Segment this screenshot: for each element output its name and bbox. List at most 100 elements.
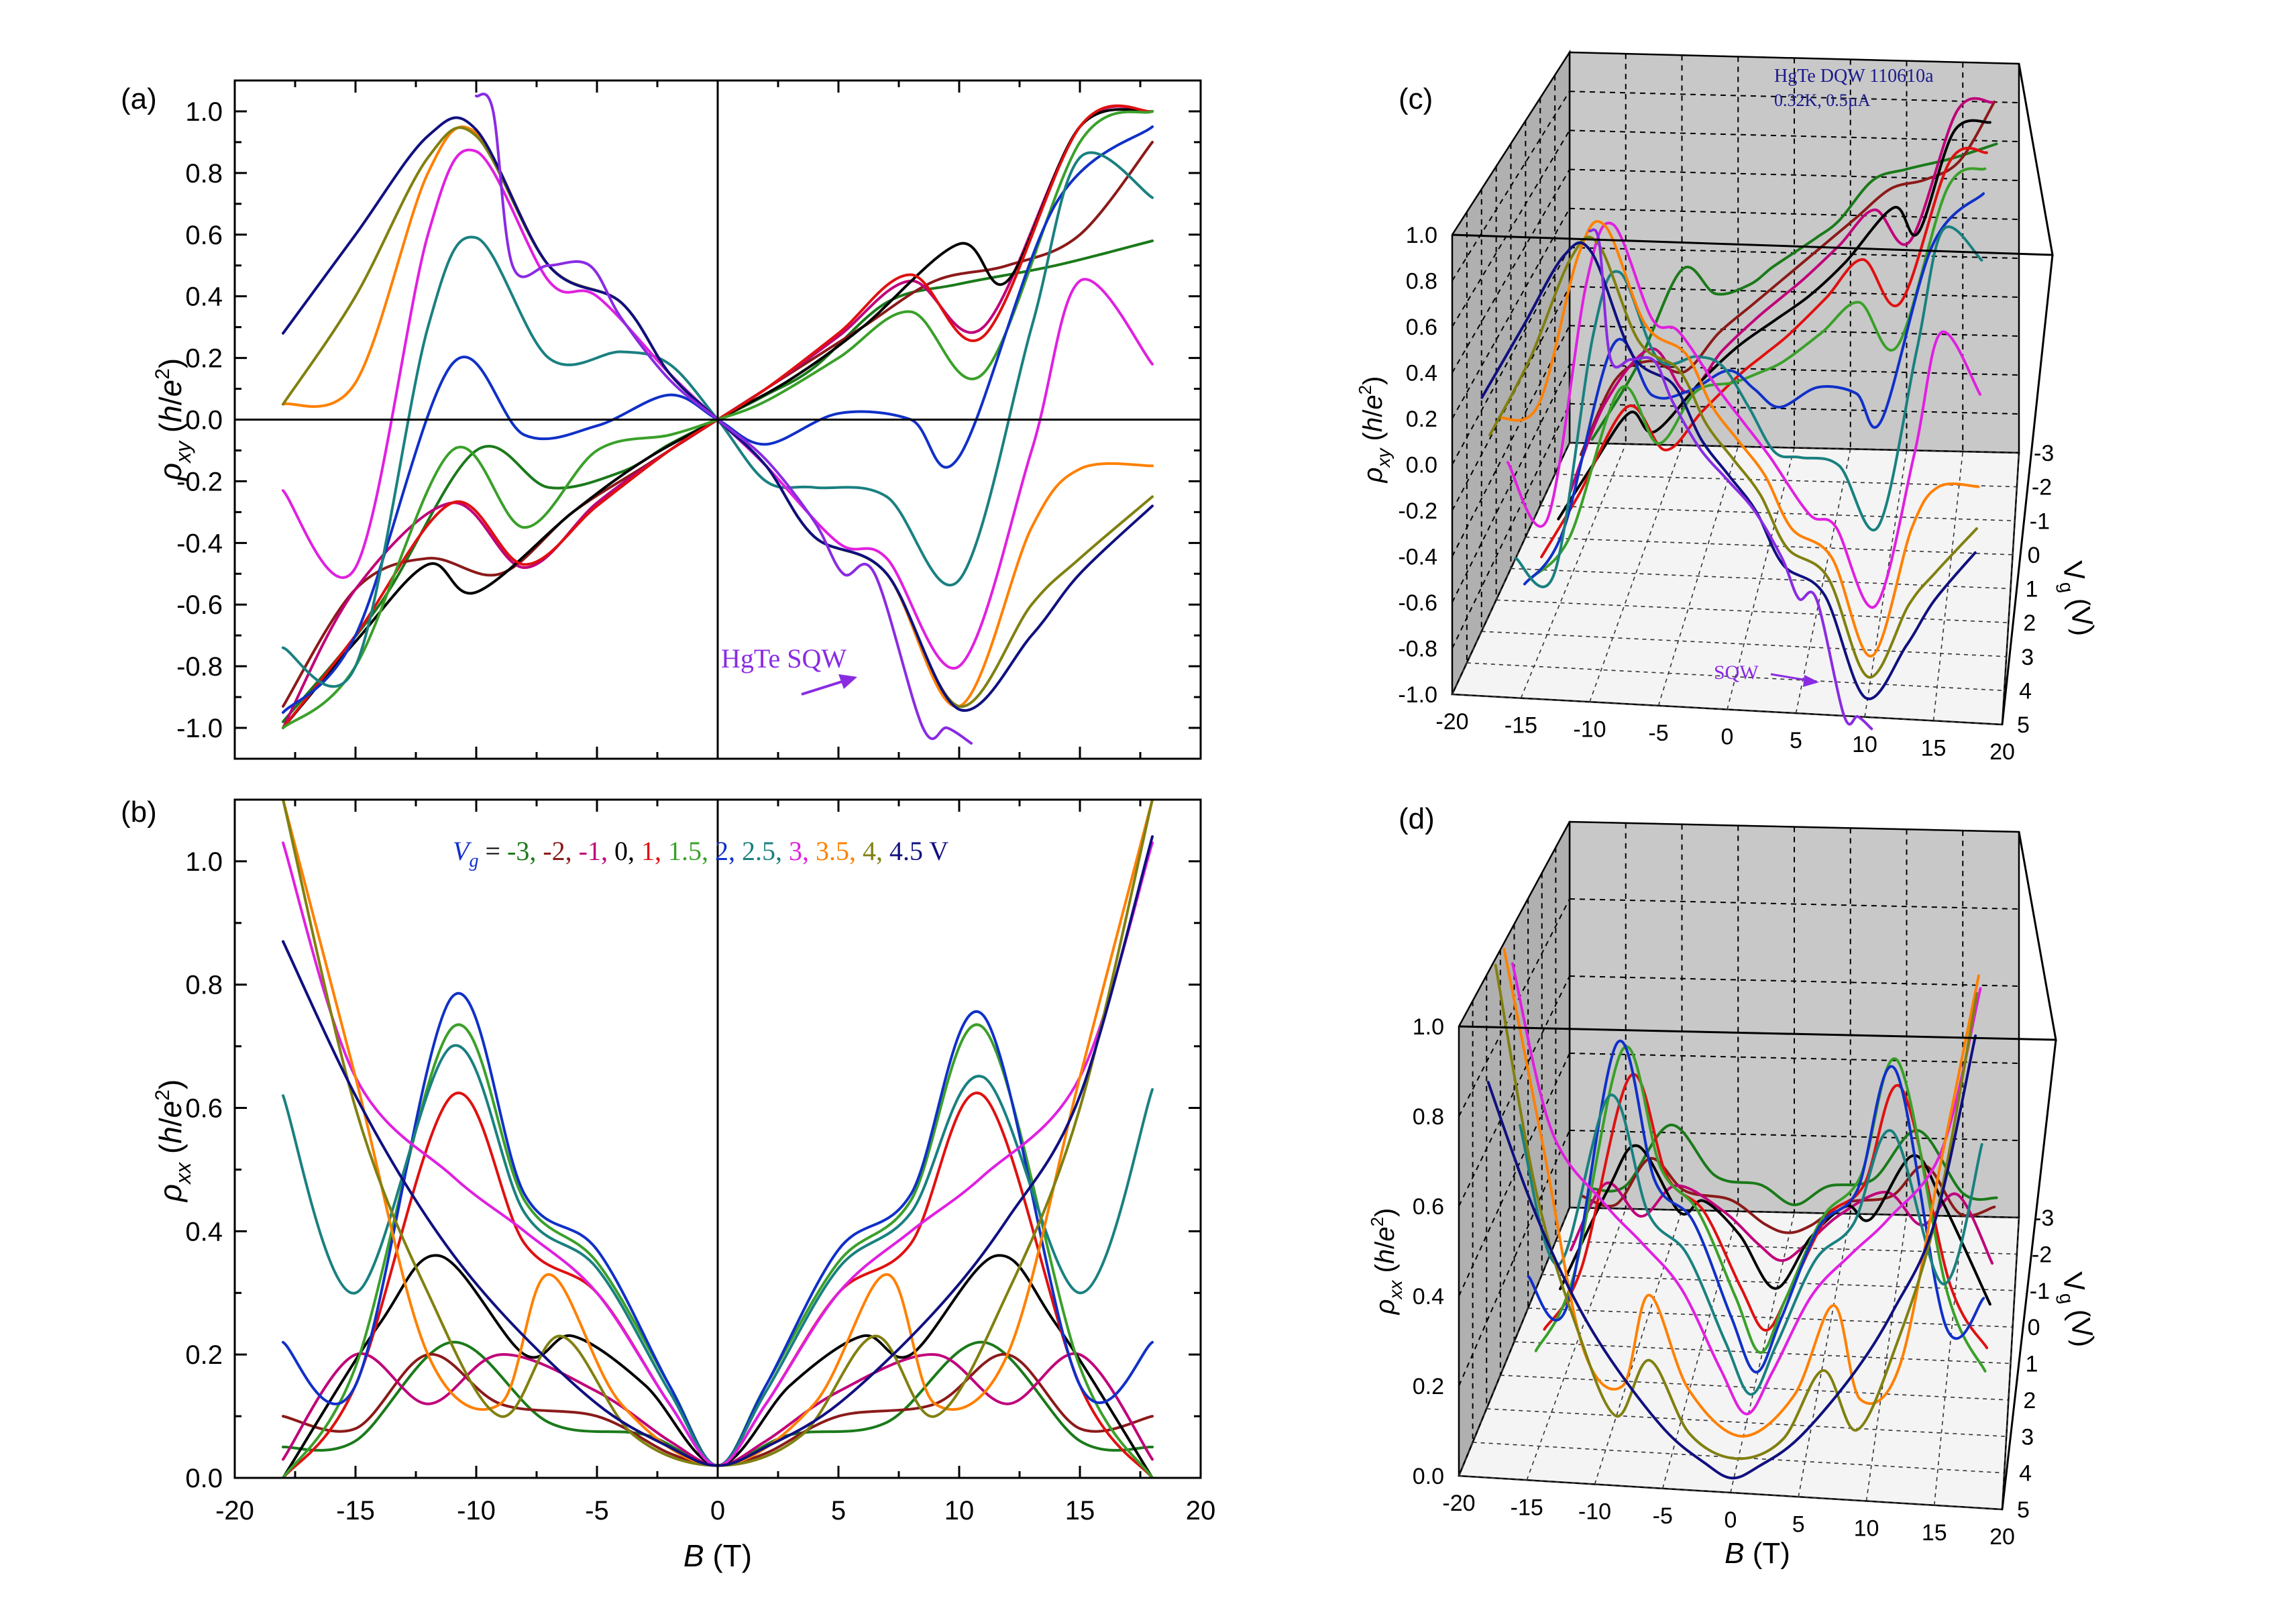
panel-c-sample-line2: 0.32K, 0.5µA [1774,91,1871,110]
floor-gridline [1514,1341,2011,1365]
panel-d-series [1486,948,1998,1480]
back-wall-gridline [1569,91,2020,103]
x-tick-label: -15 [1511,1495,1543,1520]
series3d-line-2.5 [1519,1093,1983,1396]
series3d-line-hgte-sqw [1588,228,1873,731]
series3d-line-2 [1523,192,1985,586]
series3d-line-1.5 [1531,167,1987,579]
y-tick-label: 1.0 [1413,1014,1444,1040]
panel-c-ylabel: ρxy (h/e2) [1355,376,1394,484]
series3d-line-4.5 [1486,1034,1977,1480]
x-tick-label: -15 [336,1496,375,1526]
y-tick-label: -0.8 [176,652,223,682]
panel-d-grid [1458,821,2020,1510]
y-tick-label: 0.0 [1406,453,1437,478]
series3d-line-3.5 [1502,948,1980,1438]
series3d-line-2.5 [1514,225,1983,588]
series-line-4.5 [282,835,1154,1467]
panel-c-series [1480,97,1998,731]
left-wall-gridline [1452,364,1570,603]
floor-gridline [1589,445,1683,702]
z-tick-label: -2 [2032,1242,2052,1267]
left-wall-gridline [1452,286,1570,511]
floor-gridline [1486,1408,2007,1438]
y-tick-label: 0.2 [1413,1374,1444,1399]
series3d-line-3 [1511,962,1982,1415]
x-tick-label: 20 [1186,1496,1216,1526]
series3d-line-1 [1543,1073,1989,1350]
z-tick-label: -3 [2034,1206,2054,1231]
x-tick-label: 5 [1790,728,1802,753]
floor-gridline [1540,504,2015,522]
y-tick-label: 0.2 [185,344,223,374]
y-tick-label: -0.6 [176,590,223,620]
panel-d-label: (d) [1399,802,1435,835]
panel-a-axes: -1.0 -0.8 -0.6 -0.4 -0.2 0.0 0.2 0.4 0.6 0.8 1.0 [176,79,1202,759]
x-tick-label: -20 [215,1496,254,1526]
z-tick-label: -3 [2034,441,2054,466]
y-tick-label: 0.6 [185,1094,223,1124]
x-tick-label: 0 [1721,725,1734,750]
y-tick-label: 0.6 [1406,315,1437,340]
panel-a: (a) -1.0 -0.8 -0.6 -0.4 -0.2 0.0 0.2 0.4 0.6 0.8 1… [121,79,1202,760]
y-tick-label: -1.0 [176,714,223,743]
z-tick-label: 2 [2023,610,2036,636]
series3d-line--2 [1579,100,1996,456]
series3d-line-2 [1527,1039,1985,1374]
series3d-line-1 [1540,146,1988,559]
annotation-sqw-text: SQW [1714,661,1759,684]
x-tick-label: -10 [1573,716,1606,742]
y-tick-label: -0.4 [176,529,223,558]
y-tick-label: -1.0 [1398,682,1437,708]
floor-gridline [1520,443,1627,698]
left-wall-gridline [1458,821,1570,1027]
annotation-sqw-arrowhead [1803,675,1819,687]
panel-d-axes: 0.00.20.40.60.81.0-20 -15 -10 -5 0 5 10 15 20543… [1413,1014,2055,1550]
y-tick-label: -0.2 [1398,498,1437,524]
panel-d-zlabel: Vg (V) [2052,1270,2100,1350]
panel-a-ylabel: ρxy (h/e2) [152,358,195,482]
y-tick-label: 0.4 [1406,361,1437,386]
y-tick-label: -0.4 [1398,545,1437,570]
panel-b-axes: -20 -15 -10 -5 0 5 10 15 20 0.0 0.2 0.4 0.6 0.8 1.0 [185,798,1216,1526]
series3d-line-4.5 [1480,241,1977,700]
y-tick-label: 0.4 [185,282,223,312]
y-tick-label: 0.8 [1406,269,1437,295]
floor-gridline [1569,1207,2020,1218]
floor-gridline [2002,1217,2020,1510]
x-tick-label: 10 [944,1496,975,1526]
panel-d-ylabel: ρxx (h/e2) [1367,1208,1406,1316]
series3d-line-3 [1506,221,1982,609]
x-tick-label: 5 [1792,1511,1805,1537]
annotation-hgte-sqw: HgTe SQW [721,643,857,696]
left-wall-gridline [1452,169,1570,374]
z-tick-label: 3 [2021,645,2034,670]
panel-d: (d) 0.00.20.40.60.81.0-20 -15 -10 -5 0 5 10 15 2… [1367,802,2101,1570]
back-wall-gridline [1569,975,2020,987]
y-tick-label: 0.8 [185,971,223,1000]
left-wall-gridline [1458,1130,1570,1387]
back-wall-gridline [1569,403,2020,415]
x-tick-label: 15 [1922,1520,1947,1546]
floor-gridline [1657,446,1739,706]
legend: Vg = -3, -2, -1, 0, 1, 1.5, 2, 2.5, 3, 3… [453,836,948,871]
x-tick-label: -15 [1505,713,1537,739]
z-tick-label: 4 [2019,1461,2032,1487]
series3d-line-0 [1557,119,1991,521]
z-tick-label: 2 [2023,1388,2036,1413]
z-tick-label: -1 [2030,509,2050,534]
panel-c-box-right [2001,254,2054,725]
back-wall-gridline [1569,52,2020,64]
floor-gridline [1466,662,2005,692]
y-tick-label: -0.8 [1398,637,1437,662]
annotation-hgte-sqw-text: HgTe SQW [721,643,846,674]
series3d-line-4 [1494,963,1979,1460]
floor-gridline [1452,694,2003,725]
panel-c-sample-line1: HgTe DQW 110610a [1774,66,1934,87]
y-tick-label: 0.8 [185,159,223,189]
y-tick-label: 0.4 [185,1217,223,1246]
series3d-line-1.5 [1534,1045,1987,1373]
panel-d-xlabel: B (T) [1725,1537,1790,1570]
panel-d-box-right [2001,1039,2057,1510]
